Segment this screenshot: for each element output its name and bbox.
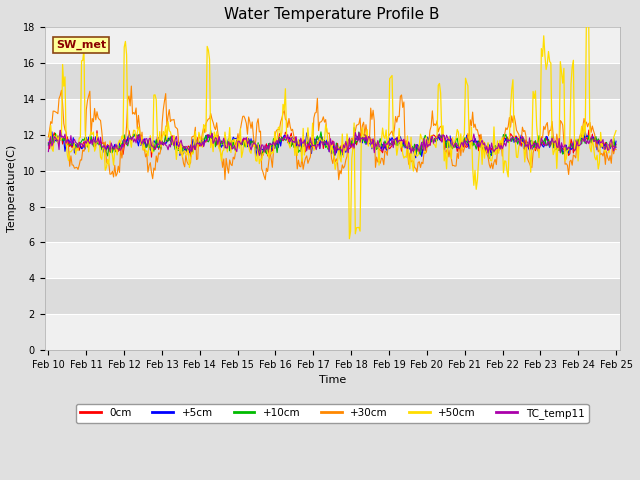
Bar (45, 171, 620, 206)
Bar (45, 63, 620, 99)
X-axis label: Time: Time (319, 375, 346, 385)
Title: Water Temperature Profile B: Water Temperature Profile B (225, 7, 440, 22)
Bar (45, 278, 620, 314)
Bar (45, 27, 620, 63)
Text: SW_met: SW_met (56, 40, 106, 50)
Bar (45, 99, 620, 135)
Bar (45, 314, 620, 350)
Y-axis label: Temperature(C): Temperature(C) (7, 145, 17, 232)
Bar (45, 135, 620, 171)
Bar (45, 206, 620, 242)
Bar (45, 242, 620, 278)
Legend: 0cm, +5cm, +10cm, +30cm, +50cm, TC_temp11: 0cm, +5cm, +10cm, +30cm, +50cm, TC_temp1… (76, 404, 589, 423)
